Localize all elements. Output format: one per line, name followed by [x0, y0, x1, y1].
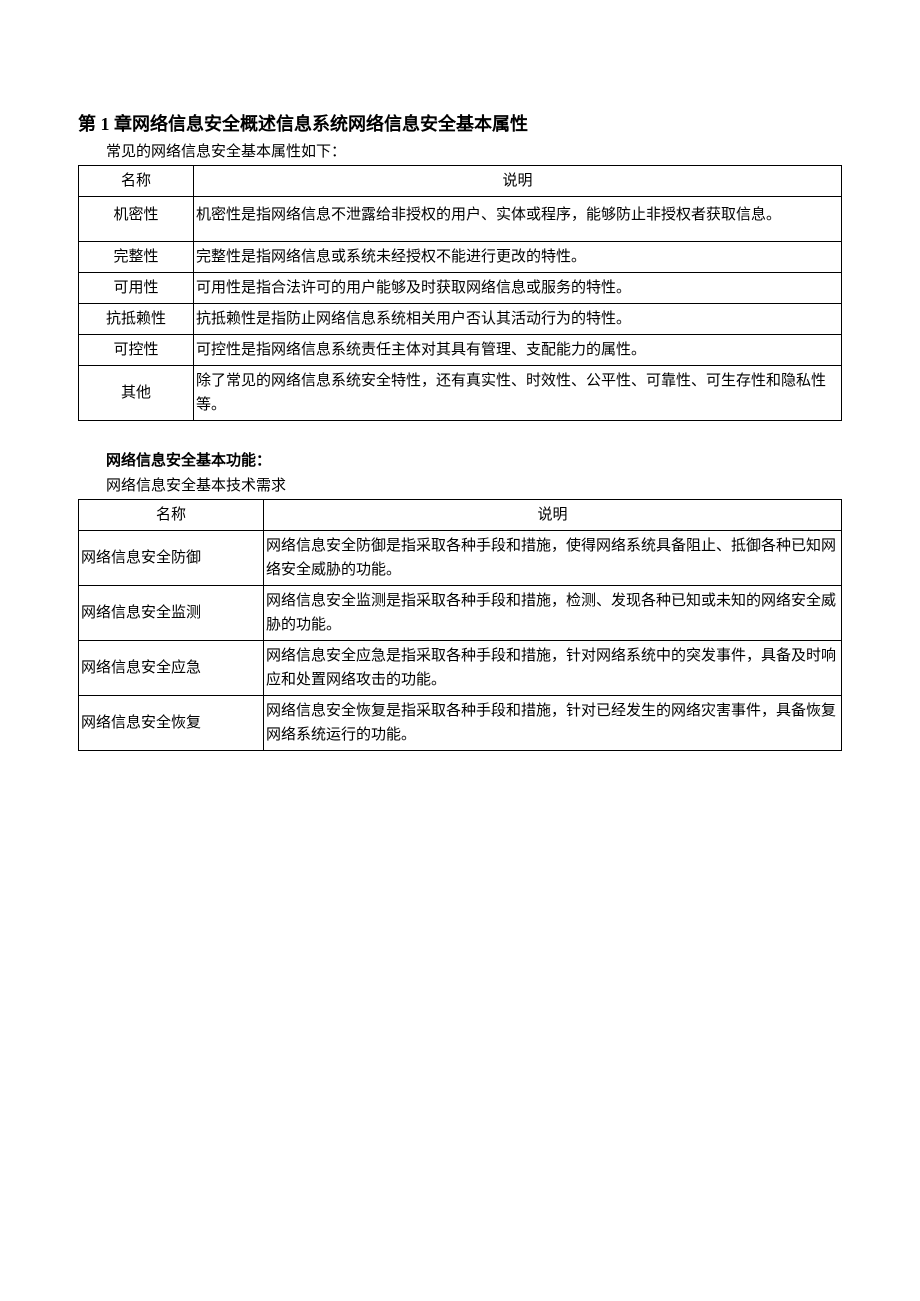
table-row: 可控性 可控性是指网络信息系统责任主体对其具有管理、支配能力的属性。 [79, 335, 842, 366]
cell-name: 网络信息安全应急 [79, 641, 264, 696]
header-desc: 说明 [194, 166, 842, 197]
cell-desc: 除了常见的网络信息系统安全特性，还有真实性、时效性、公平性、可靠性、可生存性和隐… [194, 366, 842, 421]
section-title: 网络信息安全基本功能： [78, 449, 842, 470]
cell-desc: 网络信息安全应急是指采取各种手段和措施，针对网络系统中的突发事件，具备及时响应和… [264, 641, 842, 696]
table-header-row: 名称 说明 [79, 166, 842, 197]
table-row: 可用性 可用性是指合法许可的用户能够及时获取网络信息或服务的特性。 [79, 273, 842, 304]
cell-desc: 网络信息安全恢复是指采取各种手段和措施，针对已经发生的网络灾害事件，具备恢复网络… [264, 696, 842, 751]
table-row: 其他 除了常见的网络信息系统安全特性，还有真实性、时效性、公平性、可靠性、可生存… [79, 366, 842, 421]
table-row: 完整性 完整性是指网络信息或系统未经授权不能进行更改的特性。 [79, 242, 842, 273]
table-functions: 名称 说明 网络信息安全防御 网络信息安全防御是指采取各种手段和措施，使得网络系… [78, 499, 842, 751]
table-row: 机密性 机密性是指网络信息不泄露给非授权的用户、实体或程序，能够防止非授权者获取… [79, 197, 842, 242]
section-functions: 网络信息安全基本功能： 网络信息安全基本技术需求 名称 说明 网络信息安全防御 … [78, 449, 842, 751]
table-attributes: 名称 说明 机密性 机密性是指网络信息不泄露给非授权的用户、实体或程序，能够防止… [78, 165, 842, 421]
page-title: 第 1 章网络信息安全概述信息系统网络信息安全基本属性 [78, 110, 842, 136]
header-desc: 说明 [264, 500, 842, 531]
table-header-row: 名称 说明 [79, 500, 842, 531]
cell-desc: 网络信息安全监测是指采取各种手段和措施，检测、发现各种已知或未知的网络安全威胁的… [264, 586, 842, 641]
table-row: 抗抵赖性 抗抵赖性是指防止网络信息系统相关用户否认其活动行为的特性。 [79, 304, 842, 335]
document-page: 第 1 章网络信息安全概述信息系统网络信息安全基本属性 常见的网络信息安全基本属… [0, 0, 920, 751]
section-subtitle: 网络信息安全基本技术需求 [78, 474, 842, 495]
cell-desc: 可控性是指网络信息系统责任主体对其具有管理、支配能力的属性。 [194, 335, 842, 366]
cell-name: 抗抵赖性 [79, 304, 194, 335]
table-row: 网络信息安全监测 网络信息安全监测是指采取各种手段和措施，检测、发现各种已知或未… [79, 586, 842, 641]
cell-name: 其他 [79, 366, 194, 421]
cell-name: 网络信息安全防御 [79, 531, 264, 586]
header-name: 名称 [79, 166, 194, 197]
cell-name: 网络信息安全监测 [79, 586, 264, 641]
cell-desc: 机密性是指网络信息不泄露给非授权的用户、实体或程序，能够防止非授权者获取信息。 [194, 197, 842, 242]
cell-name: 可控性 [79, 335, 194, 366]
cell-name: 可用性 [79, 273, 194, 304]
cell-name: 完整性 [79, 242, 194, 273]
page-subtitle: 常见的网络信息安全基本属性如下： [78, 140, 842, 161]
table-row: 网络信息安全应急 网络信息安全应急是指采取各种手段和措施，针对网络系统中的突发事… [79, 641, 842, 696]
cell-desc: 抗抵赖性是指防止网络信息系统相关用户否认其活动行为的特性。 [194, 304, 842, 335]
cell-name: 机密性 [79, 197, 194, 242]
cell-name: 网络信息安全恢复 [79, 696, 264, 751]
cell-desc: 网络信息安全防御是指采取各种手段和措施，使得网络系统具备阻止、抵御各种已知网络安… [264, 531, 842, 586]
table-row: 网络信息安全防御 网络信息安全防御是指采取各种手段和措施，使得网络系统具备阻止、… [79, 531, 842, 586]
cell-desc: 可用性是指合法许可的用户能够及时获取网络信息或服务的特性。 [194, 273, 842, 304]
table-row: 网络信息安全恢复 网络信息安全恢复是指采取各种手段和措施，针对已经发生的网络灾害… [79, 696, 842, 751]
header-name: 名称 [79, 500, 264, 531]
cell-desc: 完整性是指网络信息或系统未经授权不能进行更改的特性。 [194, 242, 842, 273]
